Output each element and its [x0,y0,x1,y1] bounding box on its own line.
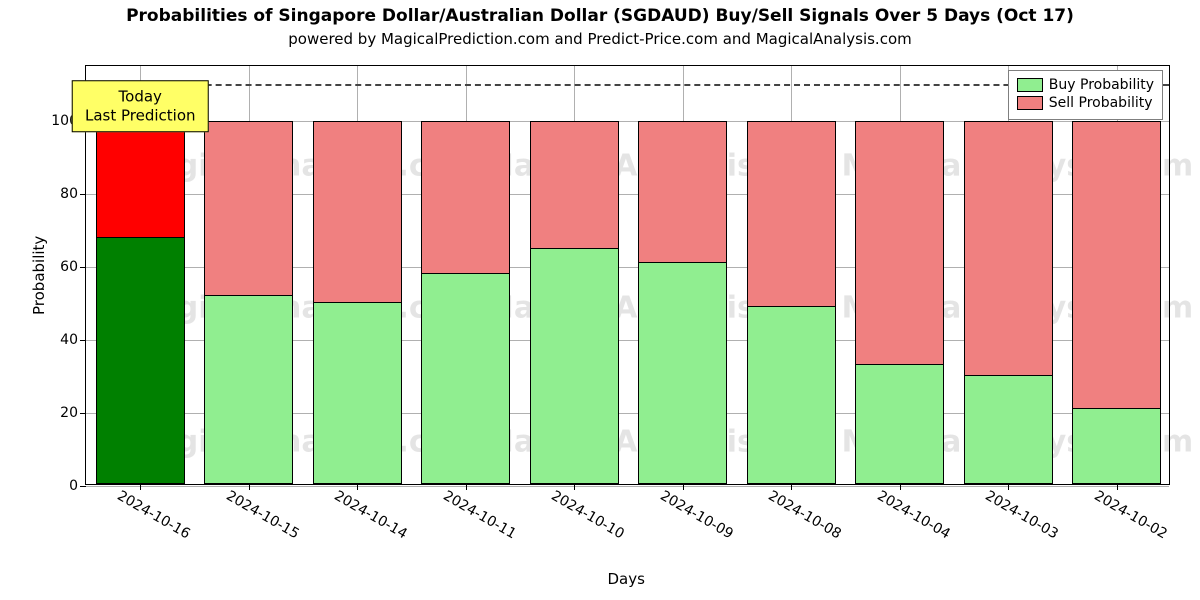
xtick-mark [574,484,575,490]
xtick-mark [1117,484,1118,490]
xtick-label: 2024-10-11 [440,488,518,543]
xtick-label: 2024-10-04 [874,488,952,543]
ytick-label: 40 [60,332,78,348]
today-annotation: Today Last Prediction [72,80,209,132]
reference-line [86,84,1169,86]
legend-label: Buy Probability [1049,77,1154,93]
bar-group [204,66,293,484]
bar-buy [1072,408,1161,484]
bar-buy [421,273,510,484]
legend-item: Buy Probability [1017,77,1154,93]
y-axis-label: Probability [30,236,48,315]
legend-label: Sell Probability [1049,95,1153,111]
ytick-label: 0 [69,478,78,494]
ytick-mark [80,413,86,414]
chart-title: Probabilities of Singapore Dollar/Austra… [0,6,1200,26]
ytick-label: 60 [60,259,78,275]
xtick-mark [466,484,467,490]
bar-buy [530,248,619,484]
x-axis-label: Days [608,570,645,588]
xtick-label: 2024-10-02 [1091,488,1169,543]
xtick-label: 2024-10-10 [549,488,627,543]
bar-group [855,66,944,484]
bar-group [964,66,1053,484]
xtick-label: 2024-10-09 [657,488,735,543]
bar-buy [747,306,836,484]
bar-buy [638,262,727,484]
ytick-mark [80,340,86,341]
bar-group [313,66,402,484]
xtick-mark [357,484,358,490]
bar-buy [855,364,944,484]
xtick-mark [683,484,684,490]
bar-group [530,66,619,484]
xtick-mark [791,484,792,490]
xtick-label: 2024-10-14 [332,488,410,543]
ytick-mark [80,486,86,487]
legend: Buy Probability Sell Probability [1008,70,1163,120]
bar-buy [313,302,402,484]
bar-buy [964,375,1053,484]
xtick-label: 2024-10-15 [223,488,301,543]
xtick-mark [900,484,901,490]
bar-buy [96,237,185,484]
ytick-label: 80 [60,186,78,202]
xtick-label: 2024-10-03 [983,488,1061,543]
chart-subtitle: powered by MagicalPrediction.com and Pre… [0,30,1200,48]
bar-buy [204,295,293,484]
bar-group [747,66,836,484]
legend-item: Sell Probability [1017,95,1154,111]
xtick-mark [140,484,141,490]
chart-figure: Probabilities of Singapore Dollar/Austra… [0,0,1200,600]
bar-group [1072,66,1161,484]
ytick-mark [80,267,86,268]
xtick-label: 2024-10-08 [766,488,844,543]
xtick-mark [249,484,250,490]
bar-group [421,66,510,484]
xtick-label: 2024-10-16 [115,488,193,543]
legend-swatch [1017,96,1043,110]
xtick-mark [1008,484,1009,490]
bar-group [638,66,727,484]
ytick-mark [80,194,86,195]
legend-swatch [1017,78,1043,92]
plot-area: MagicalAnalysis.comMagicalAnalysis.comMa… [85,65,1170,485]
ytick-label: 20 [60,405,78,421]
